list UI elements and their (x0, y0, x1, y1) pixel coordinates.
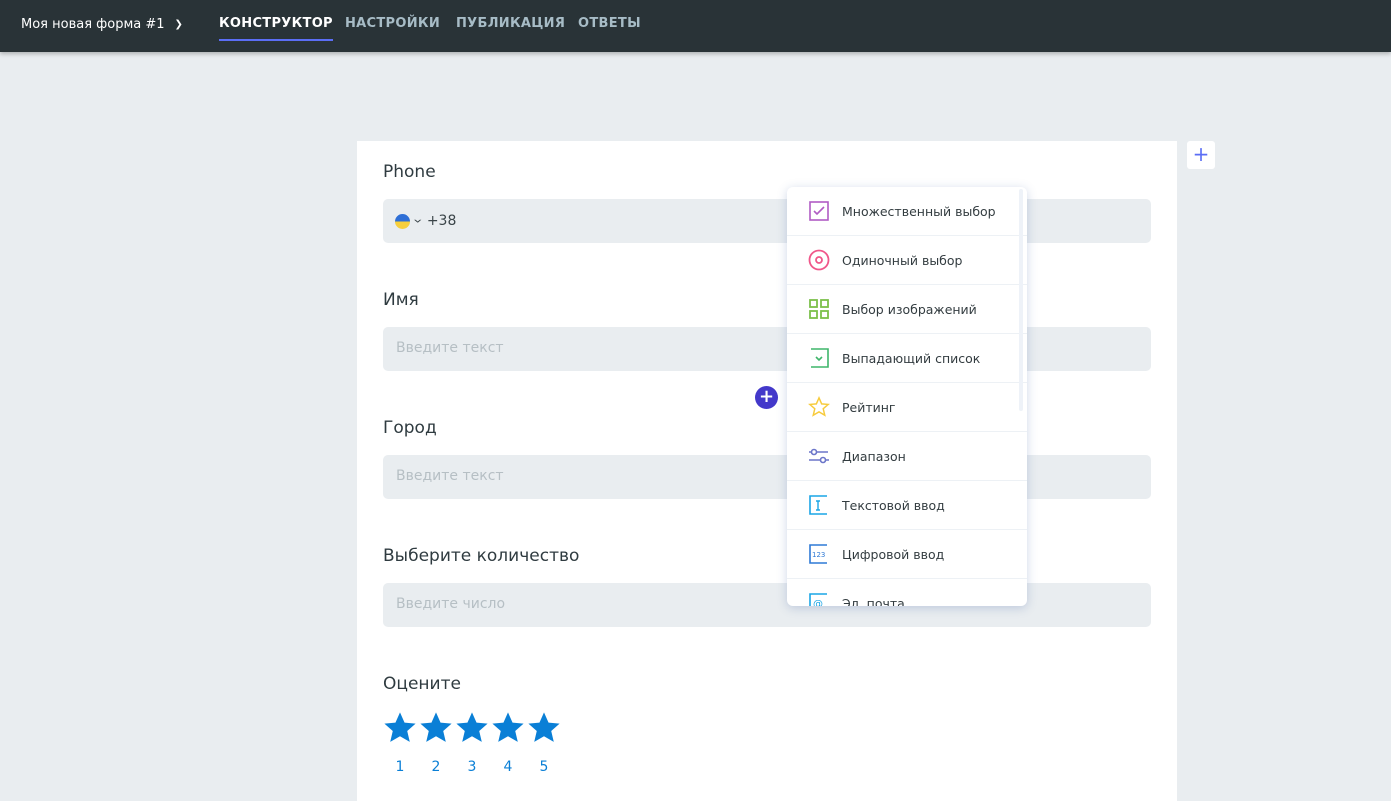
form-title-dropdown[interactable]: Моя новая форма #1 ❯ (21, 17, 183, 32)
tab-constructor[interactable]: КОНСТРУКТОР (219, 16, 333, 41)
phone-label: Phone (383, 162, 436, 182)
add-block-button[interactable]: + (1187, 141, 1215, 169)
menu-item-label: Одиночный выбор (842, 252, 963, 268)
menu-item-label: Диапазон (842, 448, 906, 464)
rating-value: 2 (431, 759, 441, 775)
svg-text:123: 123 (812, 551, 825, 559)
menu-item-label: Эл. почта (842, 595, 905, 607)
rating-value: 3 (467, 759, 477, 775)
star-icon (808, 396, 830, 417)
menu-item-single-choice[interactable]: Одиночный выбор (787, 236, 1027, 285)
checkbox-icon (809, 201, 829, 221)
chevron-down-icon[interactable]: › (409, 218, 428, 224)
chevron-down-icon: ❯ (174, 19, 183, 30)
star-icon (420, 712, 452, 742)
menu-item-dropdown[interactable]: Выпадающий список (787, 334, 1027, 383)
rating-stars[interactable]: 1 2 3 4 5 (383, 711, 561, 775)
rating-star[interactable]: 5 (527, 711, 561, 775)
star-icon (384, 712, 416, 742)
menu-item-label: Выпадающий список (842, 350, 981, 366)
number-input-icon: 123 (809, 544, 827, 564)
menu-item-range[interactable]: Диапазон (787, 432, 1027, 481)
star-icon (528, 712, 560, 742)
rating-value: 4 (503, 759, 513, 775)
top-navbar: Моя новая форма #1 ❯ КОНСТРУКТОР НАСТРОЙ… (0, 0, 1391, 52)
rating-star[interactable]: 1 (383, 711, 417, 775)
rating-label: Оцените (383, 674, 461, 694)
menu-item-label: Множественный выбор (842, 203, 996, 219)
menu-item-label: Текстовой ввод (842, 497, 945, 513)
field-label: Имя (383, 290, 419, 310)
menu-item-number-input[interactable]: 123 Цифровой ввод (787, 530, 1027, 579)
menu-item-rating[interactable]: Рейтинг (787, 383, 1027, 432)
phone-input[interactable]: › +38 (383, 199, 1151, 243)
field-type-menu: Множественный выбор Одиночный выбор Выбо… (787, 187, 1027, 606)
tab-settings[interactable]: НАСТРОЙКИ (345, 16, 441, 31)
radio-icon (808, 249, 830, 271)
tab-answers[interactable]: ОТВЕТЫ (578, 16, 641, 31)
menu-item-label: Выбор изображений (842, 301, 977, 317)
rating-value: 5 (539, 759, 549, 775)
rating-star[interactable]: 4 (491, 711, 525, 775)
rating-star[interactable]: 2 (419, 711, 453, 775)
plus-icon: + (758, 386, 775, 407)
rating-value: 1 (395, 759, 405, 775)
range-icon (809, 448, 829, 464)
menu-item-multiple-choice[interactable]: Множественный выбор (787, 187, 1027, 236)
star-icon (492, 712, 524, 742)
tab-publication[interactable]: ПУБЛИКАЦИЯ (456, 16, 566, 31)
field-label: Город (383, 418, 437, 438)
field-label: Выберите количество (383, 546, 580, 566)
star-icon (456, 712, 488, 742)
phone-code: +38 (426, 213, 457, 229)
menu-item-email[interactable]: @ Эл. почта (787, 579, 1027, 606)
form-title: Моя новая форма #1 (21, 17, 165, 32)
ukraine-flag-icon[interactable] (395, 213, 410, 229)
menu-scrollbar[interactable] (1019, 189, 1023, 411)
menu-item-image-choice[interactable]: Выбор изображений (787, 285, 1027, 334)
name-input[interactable]: Введите текст (383, 327, 1151, 371)
text-input-icon (809, 495, 827, 515)
image-grid-icon (809, 299, 829, 319)
dropdown-icon (811, 348, 829, 368)
plus-icon: + (1192, 142, 1210, 166)
email-icon: @ (809, 593, 827, 606)
rating-star[interactable]: 3 (455, 711, 489, 775)
quantity-input[interactable]: Введите число (383, 583, 1151, 627)
svg-text:@: @ (813, 599, 823, 606)
city-input[interactable]: Введите текст (383, 455, 1151, 499)
form-card: Phone › +38 Имя Введите текст Город Введ… (357, 141, 1177, 801)
menu-item-label: Цифровой ввод (842, 546, 945, 562)
menu-item-text-input[interactable]: Текстовой ввод (787, 481, 1027, 530)
add-field-button[interactable]: + (755, 386, 778, 409)
menu-item-label: Рейтинг (842, 399, 896, 415)
